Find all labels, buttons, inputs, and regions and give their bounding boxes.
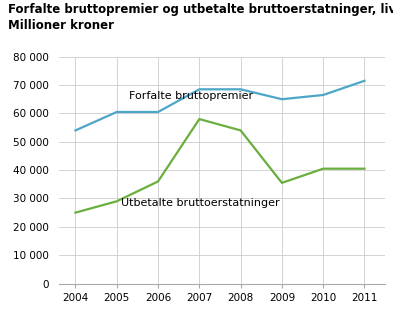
Text: Forfalte bruttopremier: Forfalte bruttopremier — [129, 91, 253, 100]
Text: Forfalte bruttopremier og utbetalte bruttoerstatninger, livsforsikring.
Millione: Forfalte bruttopremier og utbetalte brut… — [8, 3, 393, 32]
Text: Utbetalte bruttoerstatninger: Utbetalte bruttoerstatninger — [121, 198, 279, 209]
